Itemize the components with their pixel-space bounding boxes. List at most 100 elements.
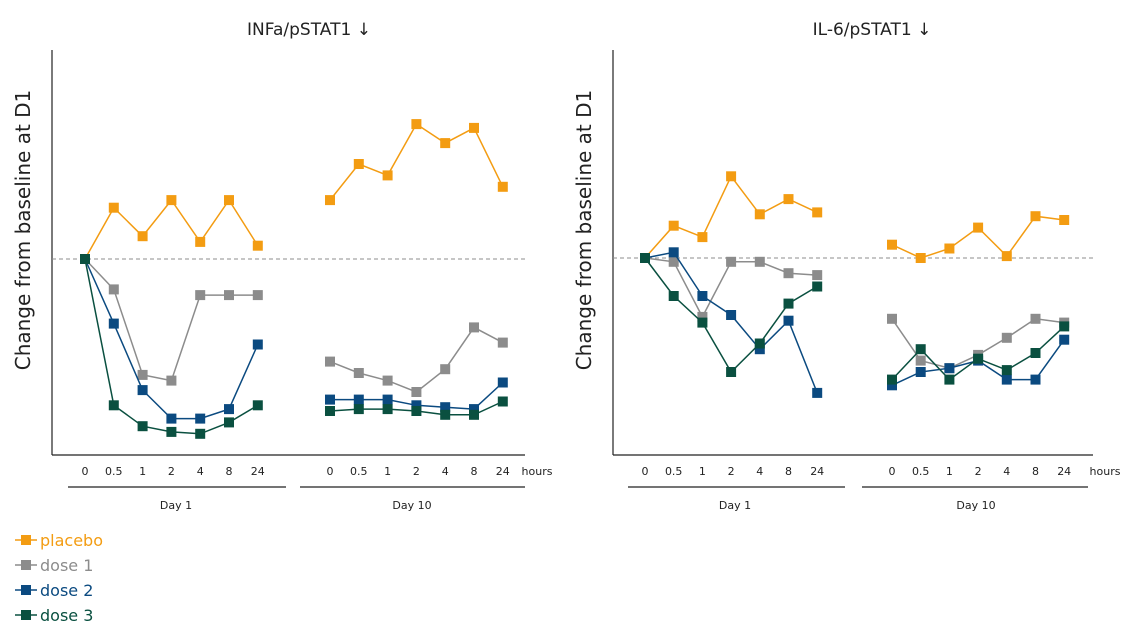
data-point-dose-1 — [325, 356, 335, 367]
data-point-dose-1 — [224, 290, 234, 301]
data-point-placebo — [1030, 211, 1041, 222]
data-point-dose-1 — [469, 322, 479, 333]
data-point-placebo — [166, 195, 177, 206]
data-point-placebo — [469, 122, 479, 133]
x-tick-label: 2 — [728, 465, 735, 478]
legend-label-dose-2: dose 2 — [40, 581, 93, 600]
data-point-placebo — [973, 222, 984, 233]
y-axis-label: Change from baseline at D1 — [11, 90, 35, 371]
data-point-placebo — [382, 170, 393, 181]
chart-panel-2: IL-6/pSTAT1 ↓ Change from baseline at D1 0… — [572, 20, 1121, 512]
data-point-placebo — [783, 194, 794, 205]
data-point-placebo — [697, 232, 708, 243]
data-point-dose-3 — [325, 406, 335, 416]
x-tick-label: 1 — [699, 465, 706, 478]
data-point-placebo — [754, 209, 765, 220]
legend-label-dose-1: dose 1 — [40, 556, 93, 575]
data-point-dose-3 — [915, 344, 926, 355]
legend-label-dose-3: dose 3 — [40, 606, 93, 625]
data-point-dose-1 — [411, 387, 422, 397]
day1-group-label: Day 1 — [719, 499, 751, 512]
data-point-placebo — [887, 239, 897, 250]
data-point-placebo — [411, 119, 422, 130]
data-point-dose-1 — [887, 313, 897, 324]
data-point-dose-1 — [754, 256, 765, 267]
x-tick-label: 2 — [975, 465, 982, 478]
x-tick-label: 0.5 — [912, 465, 930, 478]
x-tick-label: 2 — [168, 465, 175, 478]
data-point-placebo — [224, 195, 234, 206]
data-point-dose-3 — [469, 409, 479, 420]
chart-title: IL-6/pSTAT1 ↓ — [813, 20, 932, 40]
data-point-dose-1 — [697, 311, 708, 322]
data-point-dose-1 — [440, 364, 451, 375]
legend-item-dose-3: dose 3 — [15, 606, 93, 625]
data-point-dose-2 — [166, 413, 177, 424]
x-tick-label: 8 — [226, 465, 233, 478]
data-point-dose-1 — [726, 256, 737, 267]
data-point-dose-3 — [440, 409, 451, 420]
x-tick-label: 24 — [810, 465, 824, 478]
data-point-dose-2 — [944, 363, 955, 374]
data-point-dose-3 — [137, 421, 148, 432]
x-tick-label: 0.5 — [105, 465, 123, 478]
legend-item-placebo: placebo — [15, 531, 103, 550]
day10-group-label: Day 10 — [956, 499, 995, 512]
data-point-dose-3 — [353, 404, 364, 415]
x-tick-label: 0.5 — [665, 465, 683, 478]
x-tick-label: 0 — [642, 465, 649, 478]
data-point-dose-3 — [166, 426, 177, 437]
data-point-dose-3 — [944, 374, 955, 385]
data-point-placebo — [726, 171, 737, 182]
data-point-dose-3 — [411, 406, 422, 416]
data-point-placebo — [668, 220, 679, 231]
data-point-dose-3 — [697, 317, 708, 328]
data-point-dose-3 — [783, 298, 794, 309]
data-point-placebo — [325, 195, 335, 206]
data-point-dose-2 — [469, 404, 479, 415]
x-tick-label: 4 — [1003, 465, 1010, 478]
data-point-dose-3 — [754, 338, 765, 349]
data-point-dose-3 — [812, 281, 823, 292]
series-line-placebo-day1 — [644, 174, 818, 259]
data-point-dose-2 — [1030, 374, 1041, 385]
data-point-dose-1 — [668, 256, 679, 267]
data-point-placebo — [812, 207, 823, 218]
chart-title: INFa/pSTAT1 ↓ — [247, 20, 371, 40]
data-point-dose-3 — [80, 254, 90, 264]
data-point-dose-3 — [640, 253, 650, 263]
data-point-dose-3 — [726, 367, 737, 377]
day10-group-label: Day 10 — [392, 499, 431, 512]
x-tick-label: 0 — [82, 465, 89, 478]
data-point-placebo — [915, 253, 926, 263]
data-point-dose-2 — [108, 318, 119, 329]
data-point-placebo — [353, 159, 364, 169]
data-point-dose-2 — [1059, 334, 1070, 345]
data-point-dose-2 — [726, 310, 737, 320]
x-unit-label: hours — [1090, 465, 1121, 478]
x-tick-label: 24 — [496, 465, 510, 478]
data-point-dose-3 — [195, 428, 206, 439]
data-point-dose-3 — [382, 404, 393, 415]
data-point-placebo — [944, 243, 955, 254]
data-point-dose-2 — [440, 402, 451, 413]
data-point-dose-3 — [887, 374, 897, 385]
data-point-placebo — [137, 231, 148, 242]
data-point-dose-2 — [668, 247, 679, 258]
data-point-dose-2 — [195, 413, 206, 424]
data-point-dose-1 — [382, 375, 393, 386]
series-line-placebo-day10 — [891, 215, 1065, 259]
data-point-dose-2 — [382, 394, 393, 405]
data-point-dose-1 — [1001, 332, 1012, 343]
data-point-dose-3 — [668, 291, 679, 301]
legend-item-dose-2: dose 2 — [15, 581, 93, 600]
series-line-dose-2-day1 — [84, 258, 259, 420]
legend-marker-dose-1 — [21, 560, 31, 570]
legend-marker-dose-3 — [21, 610, 31, 620]
x-tick-label: 8 — [785, 465, 792, 478]
data-point-dose-2 — [1001, 374, 1012, 385]
data-point-dose-2 — [411, 400, 422, 411]
data-point-dose-2 — [224, 404, 234, 415]
data-point-placebo — [195, 236, 206, 247]
